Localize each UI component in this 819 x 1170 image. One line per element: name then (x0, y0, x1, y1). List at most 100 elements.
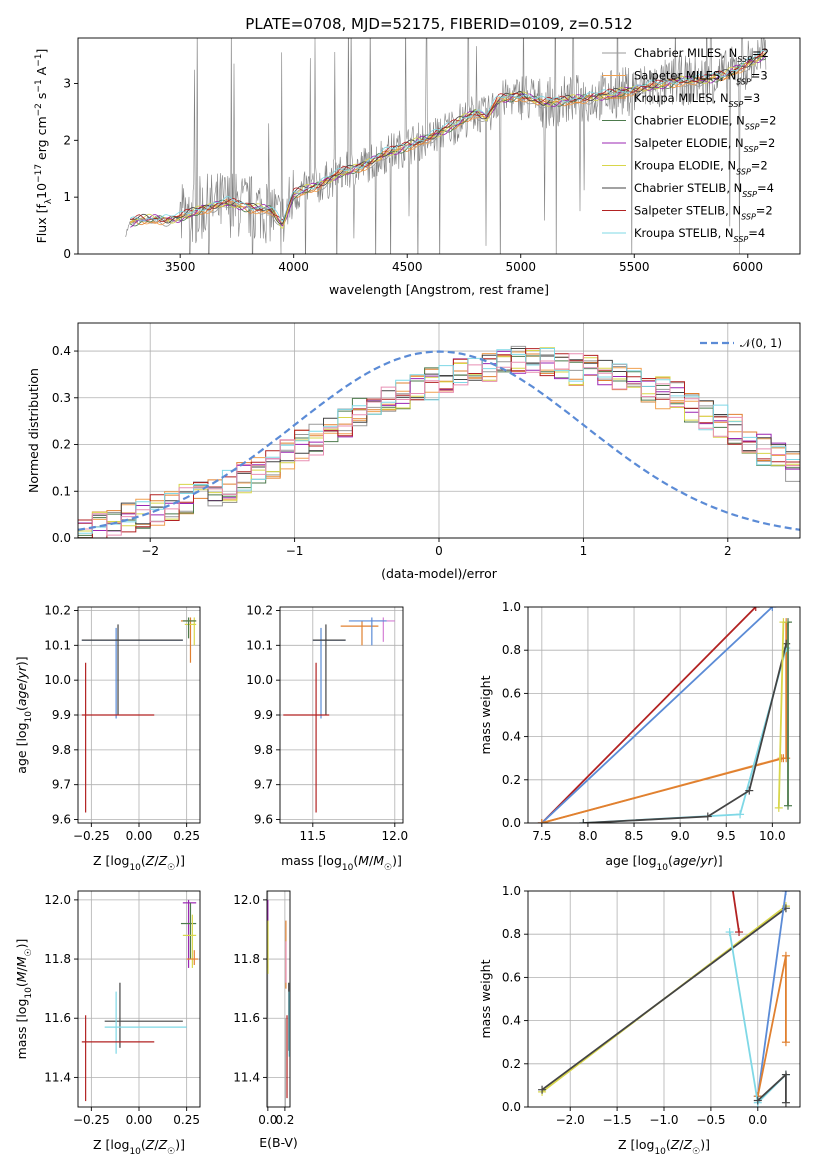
legend-sub: SSP (729, 100, 744, 109)
observed-spectrum (125, 38, 767, 254)
x-tick-label: 10.0 (759, 829, 786, 843)
label-part: ] (34, 49, 49, 54)
series-marker (768, 607, 777, 611)
x-axis-label: wavelength [Angstrom, rest frame] (329, 282, 549, 297)
label-part: )] (700, 1137, 710, 1152)
chart-spectrum: 3500 4000 4500 5000 5500 6000 0 1 2 3 wavelength [… (34, 37, 801, 297)
x-tick-label: 3500 (165, 260, 196, 274)
x-tick-label: 6000 (733, 260, 764, 274)
label-part: −1 (34, 79, 44, 92)
legend-text: Chabrier ELODIE, N (634, 114, 745, 128)
model-spectrum (130, 48, 767, 223)
label-part: )] (14, 656, 29, 666)
x-tick-label: −0.25 (73, 1113, 110, 1127)
chart-age-vs-mass: 11.5 12.0 9.6 9.7 9.8 9.9 10.0 10.1 10.2 mass [lo… (246, 603, 408, 873)
series-line (731, 891, 740, 933)
label-part: Z (145, 1137, 155, 1152)
label-part: Z (158, 853, 168, 868)
series-line (541, 607, 773, 823)
y-tick-label: 10.1 (44, 638, 71, 652)
legend-text: Kroupa ELODIE, N (634, 159, 736, 173)
legend-tail: =3 (743, 91, 760, 105)
y-tick-label: 9.6 (254, 813, 273, 827)
y-tick-label: 9.9 (52, 708, 71, 722)
y-axis-label: mass weight (478, 675, 493, 754)
legend-tail: =2 (751, 159, 768, 173)
series-marker (538, 1085, 547, 1094)
axes-frame (77, 322, 801, 539)
label-part: age (673, 853, 697, 868)
legend-sub: SSP (736, 167, 751, 176)
label-part: −17 (34, 164, 44, 183)
y-tick-label: 0.3 (52, 391, 71, 405)
label-part: mass [log (281, 853, 342, 868)
label-part: Z [log (618, 1137, 654, 1152)
label-part: / (154, 853, 159, 868)
y-tick-label: 0.2 (52, 438, 71, 452)
label-part: / (369, 853, 374, 868)
y-axis-label: age [log10(age/yr)] (14, 656, 34, 773)
x-tick-label: 9.0 (671, 829, 690, 843)
x-axis-label: age [log10(age/yr)] (605, 853, 722, 873)
series-marker (784, 801, 793, 810)
y-tick-label: 11.6 (44, 1011, 71, 1025)
label-part: ( (14, 982, 29, 987)
label-part: )] (14, 939, 29, 949)
axes-frame (77, 606, 201, 824)
y-tick-label: 9.8 (254, 743, 273, 757)
data-point (348, 617, 387, 646)
label-part: mass [log (14, 999, 29, 1060)
x-tick-label: −1.5 (603, 1113, 632, 1127)
series-line (756, 891, 787, 1097)
series-marker (781, 1098, 790, 1107)
label-part: ☉ (384, 863, 392, 873)
data-point (182, 899, 197, 968)
series-marker (753, 1096, 762, 1105)
x-tick-label: 8.0 (578, 829, 597, 843)
data-point (283, 662, 330, 813)
label-part: ( (666, 1137, 671, 1152)
label-part: )] (175, 853, 185, 868)
series-marker (751, 607, 760, 611)
x-tick-label: −2 (141, 544, 159, 558)
x-tick-label: −0.25 (73, 829, 110, 843)
legend-entry: Chabrier MILES, NSSP=2 (634, 46, 769, 64)
series-marker (781, 1070, 790, 1079)
legend-entry: Chabrier STELIB, NSSP=4 (634, 181, 774, 199)
x-axis-label: mass [log10(M/M☉)] (281, 853, 402, 873)
y-tick-label: 11.8 (44, 952, 71, 966)
chart-residuals: −2 −1 0 1 2 0.0 0.1 0.2 0.3 0.4 (data-model)/error… (26, 322, 801, 581)
legend-text: Salpeter ELODIE, N (634, 136, 744, 150)
label-part: M (14, 956, 29, 967)
data-point (180, 902, 197, 960)
y-tick-label: 9.9 (254, 708, 273, 722)
legend-text: Salpeter STELIB, N (634, 204, 741, 218)
legend-text: Kroupa STELIB, N (634, 226, 734, 240)
label-part: ( (14, 706, 29, 711)
y-tick-label: 12.0 (233, 893, 260, 907)
x-tick-label: 8.5 (624, 829, 643, 843)
y-tick-label: 0.4 (502, 1014, 521, 1028)
x-tick-label: 4500 (392, 260, 423, 274)
y-tick-label: 0.0 (52, 531, 71, 545)
y-axis-label: Flux [fλ10−17 erg cm−2 s−1 A−1] (34, 49, 54, 244)
x-tick-label: 5500 (619, 260, 650, 274)
legend-tail: =2 (756, 204, 773, 218)
label-part: Z (145, 853, 155, 868)
y-tick-label: 1.0 (502, 600, 521, 614)
y-tick-label: 0.4 (502, 730, 521, 744)
label-part: ☉ (24, 948, 34, 956)
x-tick-label: 7.5 (532, 829, 551, 843)
series-line (541, 607, 757, 823)
y-tick-label: 9.7 (254, 778, 273, 792)
residual-histogram (78, 353, 800, 536)
x-tick-label: 4000 (278, 260, 309, 274)
label-part: −1 (34, 54, 44, 67)
label-part: A (34, 66, 49, 79)
data-point (182, 617, 197, 639)
label-part: ( (668, 853, 673, 868)
y-tick-label: 0.2 (502, 1057, 521, 1071)
x-tick-label: 0.0 (748, 1113, 767, 1127)
label-part: Z (683, 1137, 693, 1152)
